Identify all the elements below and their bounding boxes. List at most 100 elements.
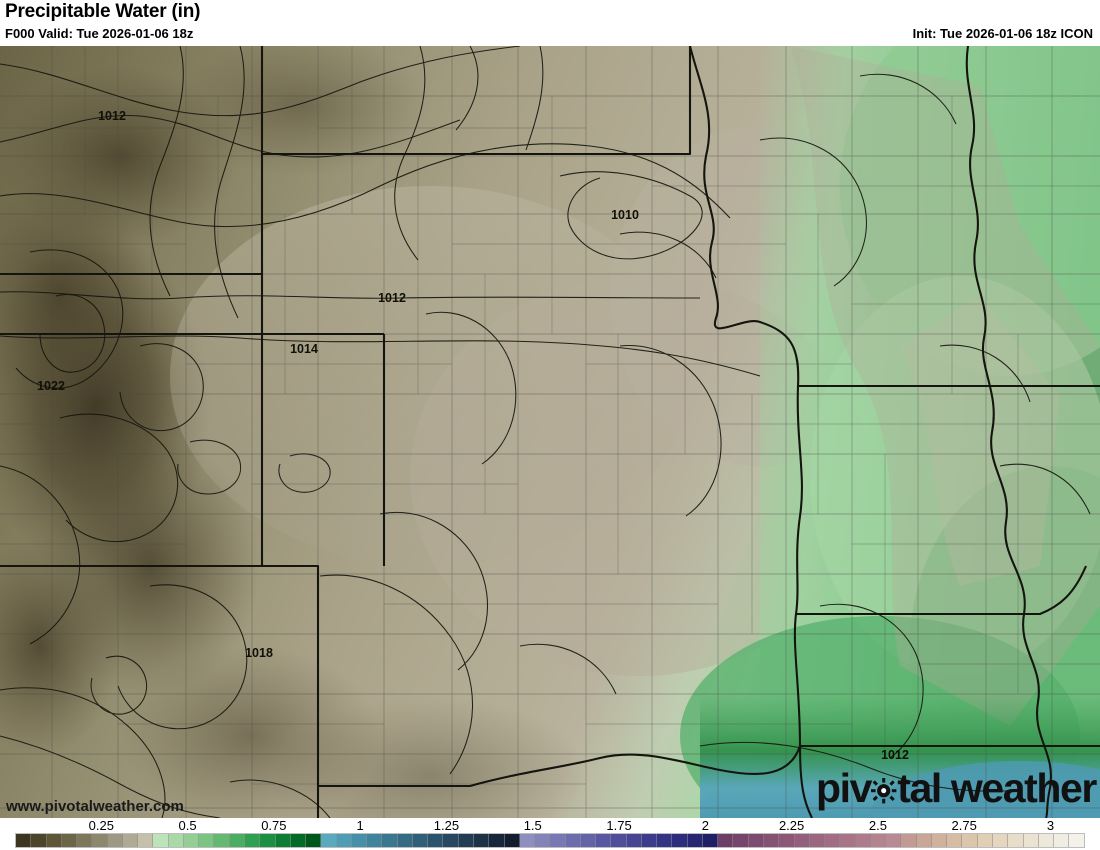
- site-url-watermark[interactable]: www.pivotalweather.com: [6, 798, 184, 815]
- colorbar[interactable]: 0.25 0.5 0.75 1 1.25 1.5 1.75 2 2.25 2.5 2.75 3: [0, 818, 1100, 850]
- colorbar-swatch: [321, 834, 337, 847]
- colorbar-swatch: [855, 834, 871, 847]
- colorbar-swatch: [718, 834, 734, 847]
- map-canvas[interactable]: 1012 1010 1012 1014 1022 1018 1012 www.p…: [0, 46, 1100, 818]
- valid-time-label: F000 Valid: Tue 2026-01-06 18z: [5, 26, 194, 41]
- colorbar-swatch: [1054, 834, 1070, 847]
- page-title: Precipitable Water (in): [5, 1, 201, 22]
- colorbar-swatch: [977, 834, 993, 847]
- mslp-isobar-label: 1012: [98, 109, 126, 123]
- colorbar-swatch: [565, 834, 581, 847]
- colorbar-swatch: [275, 834, 291, 847]
- map-raster: 1012 1010 1012 1014 1022 1018 1012: [0, 46, 1100, 818]
- colorbar-swatch: [641, 834, 658, 847]
- colorbar-tick-label: 1: [356, 818, 364, 833]
- colorbar-swatch: [611, 834, 627, 847]
- colorbar-swatch: [702, 834, 719, 847]
- colorbar-swatch: [794, 834, 810, 847]
- colorbar-swatch: [199, 834, 215, 847]
- colorbar-swatch: [535, 834, 551, 847]
- colorbar-swatch: [153, 834, 169, 847]
- colorbar-swatch: [825, 834, 841, 847]
- colorbar-swatch: [397, 834, 413, 847]
- colorbar-swatch: [367, 834, 383, 847]
- gear-sun-icon: [871, 778, 897, 804]
- colorbar-swatch: [489, 834, 505, 847]
- logo-text-part1: piv: [815, 765, 872, 811]
- colorbar-swatch: [107, 834, 123, 847]
- mslp-isobar-label: 1022: [37, 379, 65, 393]
- colorbar-tick-label: 0.75: [261, 818, 287, 833]
- colorbar-swatch: [504, 834, 520, 847]
- colorbar-swatch: [458, 834, 474, 847]
- map-header: Precipitable Water (in) F000 Valid: Tue …: [0, 0, 1100, 46]
- colorbar-tick-label: 1.75: [606, 818, 632, 833]
- colorbar-swatch: [1038, 834, 1055, 847]
- colorbar-swatch: [92, 834, 108, 847]
- colorbar-tick-label: 1.5: [523, 818, 542, 833]
- colorbar-swatch: [809, 834, 826, 847]
- mslp-isobar-label: 1010: [611, 208, 639, 222]
- colorbar-swatch: [443, 834, 459, 847]
- init-time-label: Init: Tue 2026-01-06 18z ICON: [912, 26, 1093, 41]
- colorbar-swatch: [901, 834, 917, 847]
- colorbar-tick-label: 2.25: [778, 818, 805, 833]
- mslp-isobar-label: 1018: [245, 646, 273, 660]
- colorbar-tick-label: 2.5: [868, 818, 887, 833]
- logo-text-part2: tal weather: [897, 765, 1097, 811]
- colorbar-swatch: [351, 834, 368, 847]
- colorbar-swatches[interactable]: [15, 833, 1085, 848]
- colorbar-swatch: [764, 834, 780, 847]
- colorbar-swatch: [214, 834, 230, 847]
- colorbar-swatch: [993, 834, 1009, 847]
- colorbar-swatch: [382, 834, 398, 847]
- colorbar-swatch: [183, 834, 200, 847]
- mslp-isobar-label: 1014: [290, 342, 318, 356]
- mslp-isobar-label: 1012: [881, 748, 909, 762]
- colorbar-swatch: [672, 834, 688, 847]
- colorbar-swatch: [1069, 834, 1084, 847]
- colorbar-swatch: [947, 834, 963, 847]
- colorbar-swatch: [412, 834, 429, 847]
- colorbar-tick-labels: 0.25 0.5 0.75 1 1.25 1.5 1.75 2 2.25 2.5 2.75 3: [0, 818, 1100, 833]
- colorbar-swatch: [870, 834, 887, 847]
- county-boundaries: [0, 46, 1100, 818]
- state-boundaries: [0, 46, 1100, 818]
- colorbar-swatch: [840, 834, 856, 847]
- colorbar-swatch: [260, 834, 276, 847]
- colorbar-tick-label: 2: [701, 818, 709, 833]
- colorbar-swatch: [122, 834, 139, 847]
- colorbar-swatch: [931, 834, 948, 847]
- mslp-isobar-label: 1012: [378, 291, 406, 305]
- colorbar-swatch: [168, 834, 184, 847]
- colorbar-swatch: [886, 834, 902, 847]
- colorbar-tick-label: 0.5: [178, 818, 197, 833]
- colorbar-swatch: [306, 834, 322, 847]
- colorbar-swatch: [626, 834, 642, 847]
- colorbar-tick-label: 0.25: [88, 818, 114, 833]
- colorbar-swatch: [46, 834, 62, 847]
- colorbar-swatch: [77, 834, 93, 847]
- colorbar-swatch: [428, 834, 444, 847]
- colorbar-swatch: [138, 834, 154, 847]
- colorbar-swatch: [244, 834, 261, 847]
- pivotal-weather-logo[interactable]: piv: [815, 765, 1097, 811]
- isobar-label-group: 1012 1010 1012 1014 1022 1018 1012: [37, 109, 909, 762]
- colorbar-swatch: [229, 834, 245, 847]
- colorbar-swatch: [657, 834, 673, 847]
- colorbar-swatch: [1023, 834, 1039, 847]
- colorbar-swatch: [580, 834, 597, 847]
- colorbar-swatch: [687, 834, 703, 847]
- colorbar-swatch: [31, 834, 47, 847]
- colorbar-swatch: [336, 834, 352, 847]
- colorbar-swatch: [748, 834, 765, 847]
- colorbar-swatch: [779, 834, 795, 847]
- mslp-isobars: [0, 46, 1091, 818]
- colorbar-swatch: [61, 834, 78, 847]
- colorbar-swatch: [550, 834, 566, 847]
- colorbar-swatch: [596, 834, 612, 847]
- colorbar-tick-label: 1.25: [433, 818, 460, 833]
- colorbar-swatch: [1008, 834, 1024, 847]
- colorbar-swatch: [733, 834, 749, 847]
